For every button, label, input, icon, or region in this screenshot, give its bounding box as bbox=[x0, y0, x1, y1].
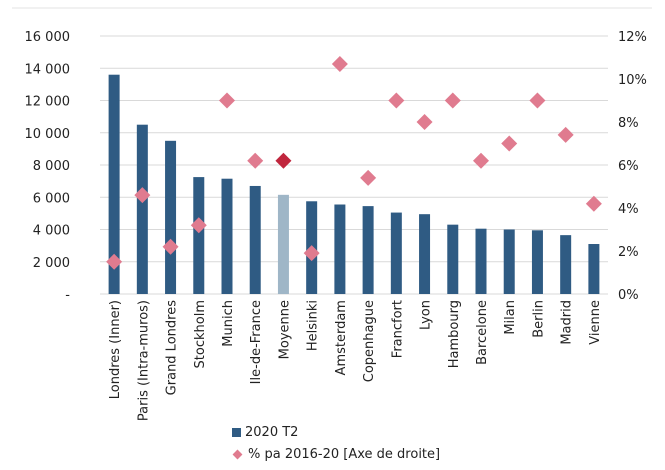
bar bbox=[447, 224, 459, 294]
x-category-label: Barcelone bbox=[475, 300, 490, 365]
bar bbox=[249, 185, 261, 294]
bar bbox=[136, 124, 148, 294]
legend-bar-swatch bbox=[232, 428, 241, 437]
diamond-marker bbox=[585, 195, 602, 212]
diamond-marker bbox=[219, 92, 235, 109]
bar bbox=[475, 228, 487, 294]
bar bbox=[334, 204, 346, 294]
x-category-label: Milan bbox=[503, 300, 518, 335]
x-category-label: Lyon bbox=[419, 300, 434, 330]
bar bbox=[531, 230, 543, 294]
y-left-tick-label: 12 000 bbox=[25, 95, 71, 110]
diamond-marker bbox=[247, 152, 264, 169]
y-left-tick-label: 2 000 bbox=[33, 256, 70, 271]
y-right-tick-label: 10% bbox=[618, 73, 647, 88]
x-category-label: Ile-de-France bbox=[249, 300, 264, 384]
legend-marker-label: % pa 2016-20 [Axe de droite] bbox=[248, 447, 441, 462]
x-category-label: Munich bbox=[221, 300, 236, 347]
y-left-tick-label: 6 000 bbox=[33, 191, 70, 206]
bar bbox=[193, 177, 205, 294]
bar bbox=[560, 235, 572, 294]
bar bbox=[588, 244, 600, 294]
diamond-marker bbox=[529, 92, 546, 109]
y-right-tick-label: 2% bbox=[618, 245, 639, 260]
bar bbox=[390, 212, 402, 294]
legend-item-markers: % pa 2016-20 [Axe de droite] bbox=[232, 447, 440, 462]
legend-diamond-swatch bbox=[232, 449, 243, 460]
y-left-tick-label: 10 000 bbox=[25, 127, 71, 142]
bar bbox=[503, 229, 515, 294]
y-left-tick-label: 14 000 bbox=[25, 62, 71, 77]
diamond-marker bbox=[360, 169, 377, 186]
y-left-tick-label: 16 000 bbox=[25, 30, 71, 45]
y-left-tick-label: - bbox=[65, 288, 70, 303]
y-right-tick-label: 8% bbox=[618, 116, 639, 131]
diamond-marker bbox=[134, 187, 151, 204]
x-category-label: Amsterdam bbox=[334, 300, 349, 375]
x-category-label: Grand Londres bbox=[165, 300, 180, 396]
diamond-marker bbox=[501, 135, 518, 152]
diamond-marker bbox=[444, 92, 461, 109]
x-category-label: Francfort bbox=[390, 300, 405, 358]
y-left-tick-label: 4 000 bbox=[33, 224, 70, 239]
x-category-label: Berlin bbox=[531, 300, 546, 338]
x-category-label: Madrid bbox=[560, 300, 575, 345]
bar bbox=[108, 74, 120, 294]
bar bbox=[165, 140, 177, 294]
bar bbox=[277, 194, 289, 294]
y-right-tick-label: 4% bbox=[618, 202, 639, 217]
x-category-label: Copenhague bbox=[362, 300, 377, 382]
y-right-tick-label: 0% bbox=[618, 288, 639, 303]
x-category-label: Stockholm bbox=[193, 300, 208, 368]
diamond-marker bbox=[162, 238, 179, 255]
diamond-marker bbox=[106, 253, 123, 270]
bar bbox=[419, 214, 431, 294]
y-left-tick-label: 8 000 bbox=[33, 159, 70, 174]
diamond-marker bbox=[275, 152, 292, 169]
diamond-marker bbox=[388, 92, 405, 109]
diamond-marker bbox=[416, 114, 433, 130]
x-category-label: Moyenne bbox=[277, 300, 292, 359]
x-category-label: Londres (Inner) bbox=[108, 300, 123, 399]
diamond-marker bbox=[190, 217, 207, 234]
y-right-tick-label: 12% bbox=[618, 30, 647, 45]
legend-bar-label: 2020 T2 bbox=[245, 425, 299, 440]
legend-item-bars: 2020 T2 bbox=[232, 425, 298, 440]
diamond-marker bbox=[331, 55, 348, 72]
bar bbox=[362, 206, 374, 294]
diamond-marker bbox=[557, 126, 574, 143]
y-right-tick-label: 6% bbox=[618, 159, 639, 174]
x-category-label: Helsinki bbox=[306, 300, 321, 351]
bar bbox=[221, 178, 233, 294]
x-category-label: Hambourg bbox=[447, 300, 462, 368]
diamond-marker bbox=[473, 152, 489, 169]
diamond-marker bbox=[303, 245, 320, 262]
x-category-label: Vienne bbox=[588, 300, 603, 345]
x-category-label: Paris (Intra-muros) bbox=[136, 300, 151, 421]
